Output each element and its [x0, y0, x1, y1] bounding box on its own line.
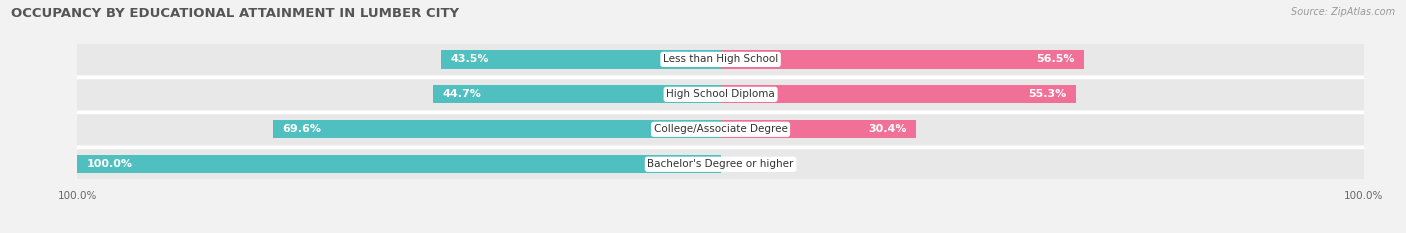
Bar	[721, 50, 1084, 69]
Text: 0.0%: 0.0%	[730, 159, 761, 169]
Text: OCCUPANCY BY EDUCATIONAL ATTAINMENT IN LUMBER CITY: OCCUPANCY BY EDUCATIONAL ATTAINMENT IN L…	[11, 7, 460, 20]
Bar	[77, 155, 721, 173]
Text: College/Associate Degree: College/Associate Degree	[654, 124, 787, 134]
Text: High School Diploma: High School Diploma	[666, 89, 775, 99]
Bar	[721, 85, 1076, 103]
Bar	[77, 114, 1364, 144]
Text: 30.4%: 30.4%	[868, 124, 907, 134]
Text: Bachelor's Degree or higher: Bachelor's Degree or higher	[647, 159, 794, 169]
Bar	[77, 149, 1364, 179]
Text: Source: ZipAtlas.com: Source: ZipAtlas.com	[1291, 7, 1395, 17]
Bar	[77, 79, 1364, 110]
Text: 55.3%: 55.3%	[1028, 89, 1067, 99]
Bar	[273, 120, 721, 138]
Text: 56.5%: 56.5%	[1036, 55, 1074, 64]
Bar	[440, 50, 721, 69]
Bar	[77, 44, 1364, 75]
Text: 44.7%: 44.7%	[443, 89, 482, 99]
Bar	[721, 120, 917, 138]
Bar	[433, 85, 721, 103]
Text: 43.5%: 43.5%	[450, 55, 489, 64]
Text: 69.6%: 69.6%	[283, 124, 322, 134]
Text: Less than High School: Less than High School	[664, 55, 778, 64]
Text: 100.0%: 100.0%	[87, 159, 134, 169]
